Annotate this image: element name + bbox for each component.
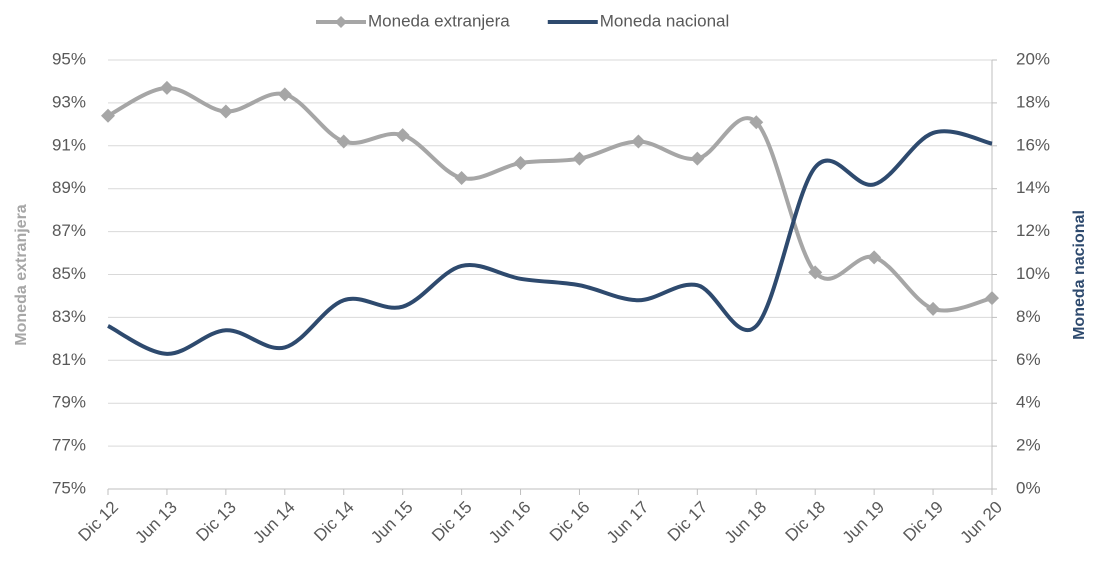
y2-tick-label: 14%	[1016, 178, 1050, 197]
y-tick-label: 91%	[52, 135, 86, 154]
marker	[985, 291, 999, 306]
x-tick-label: Jun 18	[721, 498, 771, 548]
y-tick-label: 75%	[52, 478, 86, 497]
x-tick-label: Jun 19	[839, 498, 889, 548]
x-tick-label: Dic 16	[546, 498, 594, 546]
marker	[277, 87, 292, 102]
x-tick-label: Dic 13	[192, 498, 240, 546]
x-tick-label: Dic 19	[900, 498, 948, 546]
x-tick-label: Jun 13	[131, 498, 181, 548]
series-line	[107, 129, 993, 356]
marker	[218, 104, 233, 119]
x-tick-label: Dic 17	[664, 498, 712, 546]
y2-tick-label: 4%	[1016, 393, 1041, 412]
x-tick-label: Dic 18	[782, 498, 830, 546]
y2-tick-label: 12%	[1016, 221, 1050, 240]
marker	[867, 250, 882, 265]
x-tick-label: Jun 15	[367, 498, 417, 548]
series-line	[107, 85, 993, 313]
x-tick-label: Jun 17	[603, 498, 653, 548]
y-tick-label: 83%	[52, 307, 86, 326]
y2-tick-label: 8%	[1016, 307, 1041, 326]
y-tick-label: 89%	[52, 178, 86, 197]
legend-marker	[335, 16, 347, 28]
marker	[513, 155, 528, 170]
y-tick-label: 77%	[52, 436, 86, 455]
marker	[159, 80, 174, 95]
x-tick-label: Dic 14	[310, 498, 358, 546]
legend-label: Moneda extranjera	[368, 11, 510, 30]
x-tick-label: Jun 16	[485, 498, 535, 548]
marker	[631, 134, 646, 149]
y2-tick-label: 16%	[1016, 135, 1050, 154]
y-tick-label: 87%	[52, 221, 86, 240]
y2-tick-label: 18%	[1016, 92, 1050, 111]
marker	[395, 128, 410, 143]
marker	[336, 134, 351, 149]
y-tick-label: 93%	[52, 92, 86, 111]
y-axis-title: Moneda extranjera	[13, 204, 30, 345]
x-tick-label: Jun 20	[956, 498, 1006, 548]
y-tick-label: 79%	[52, 393, 86, 412]
marker	[749, 115, 764, 130]
y2-tick-label: 2%	[1016, 436, 1041, 455]
marker	[926, 301, 941, 316]
y2-tick-label: 10%	[1016, 264, 1050, 283]
x-tick-label: Dic 15	[428, 498, 476, 546]
marker	[690, 151, 705, 166]
y-tick-label: 81%	[52, 350, 86, 369]
marker	[454, 170, 469, 185]
marker	[572, 151, 587, 166]
legend-label: Moneda nacional	[600, 11, 729, 30]
marker	[808, 265, 823, 280]
y2-tick-label: 6%	[1016, 350, 1041, 369]
x-tick-label: Dic 12	[74, 498, 122, 546]
y2-tick-label: 20%	[1016, 49, 1050, 68]
y-tick-label: 95%	[52, 49, 86, 68]
y2-tick-label: 0%	[1016, 478, 1041, 497]
y-tick-label: 85%	[52, 264, 86, 283]
y2-axis-title: Moneda nacional	[1071, 210, 1088, 340]
x-tick-label: Jun 14	[249, 498, 299, 548]
marker	[101, 108, 115, 123]
